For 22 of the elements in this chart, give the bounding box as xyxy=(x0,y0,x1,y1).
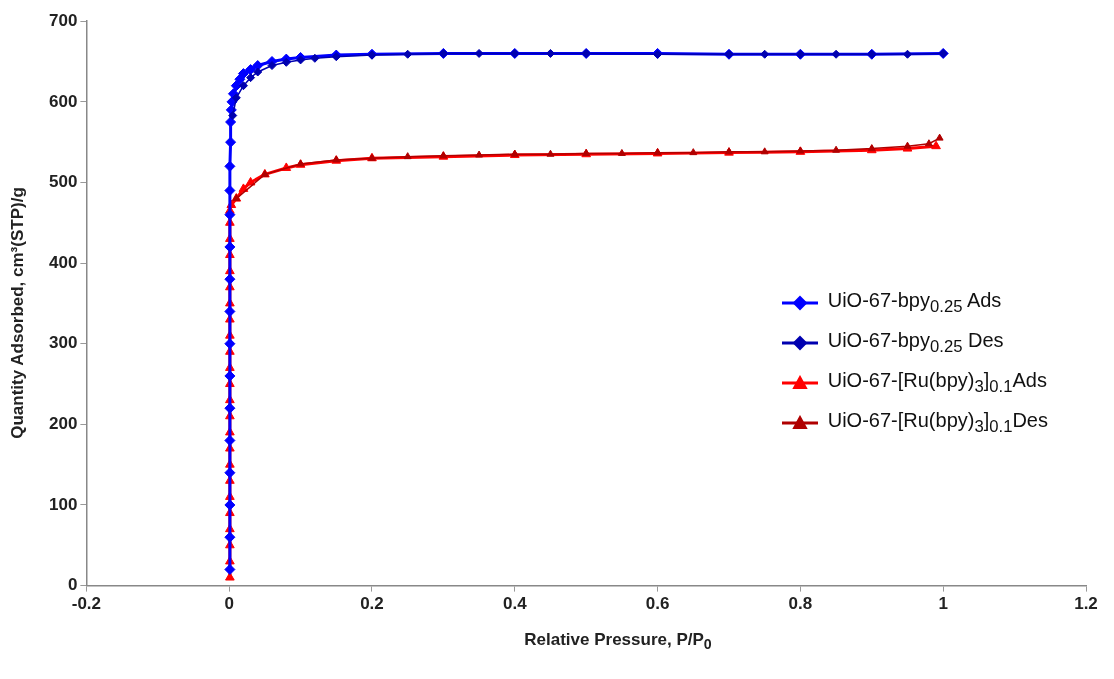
y-tick-label: 200 xyxy=(48,414,78,434)
x-tick-label: 0.8 xyxy=(788,594,813,614)
x-tick-label: 0.6 xyxy=(645,594,670,614)
y-tick-label: 500 xyxy=(48,172,78,192)
y-tick-label: 700 xyxy=(48,10,78,30)
x-tick-label: 0.2 xyxy=(360,594,384,614)
x-tick-label: 0 xyxy=(224,594,234,614)
legend-label: UiO-67-bpy$_{0.25}$ Ads xyxy=(827,289,1002,317)
x-tick-label: 1.2 xyxy=(1074,594,1098,614)
y-axis-title: Quantity Adsorbed, cm³(STP)/g xyxy=(8,187,28,439)
x-tick-label: 0.4 xyxy=(502,594,528,614)
legend-label: UiO-67-[Ru(bpy)$_{3}$]$_{0.1}$Des xyxy=(827,409,1048,437)
y-tick-label: 100 xyxy=(48,494,78,514)
y-tick-label: 400 xyxy=(48,252,78,272)
x-axis-title: Relative Pressure, P/P$_{0}$ xyxy=(523,630,713,653)
y-tick-label: 0 xyxy=(67,575,78,595)
legend-label: UiO-67-bpy$_{0.25}$ Des xyxy=(827,329,1004,357)
y-tick-label: 600 xyxy=(48,91,78,111)
x-tick-label: 1 xyxy=(938,594,948,614)
legend-label: UiO-67-[Ru(bpy)$_{3}$]$_{0.1}$Ads xyxy=(827,369,1047,397)
y-tick-label: 300 xyxy=(48,333,78,353)
x-tick-label: -0.2 xyxy=(71,594,102,614)
